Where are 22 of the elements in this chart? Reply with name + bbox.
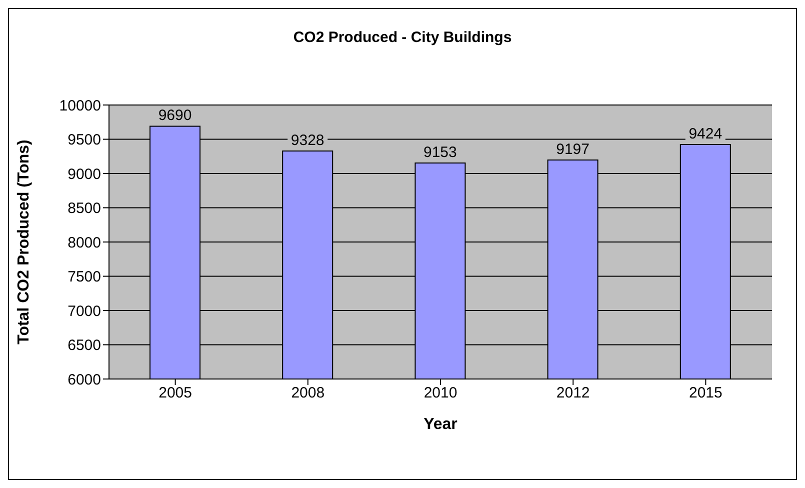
- x-tick-label: 2005: [158, 384, 192, 402]
- x-axis-title: Year: [424, 416, 458, 433]
- y-tick-label: 9500: [68, 132, 101, 149]
- chart-title: CO2 Produced - City Buildings: [292, 29, 513, 46]
- data-label: 9424: [688, 125, 722, 142]
- x-tick-label: 2010: [424, 384, 458, 402]
- y-tick-label: 9000: [68, 166, 101, 183]
- data-label: 9153: [424, 144, 457, 162]
- y-tick-label: 7000: [68, 302, 101, 320]
- y-axis-title: Total CO2 Produced (Tons): [16, 140, 33, 344]
- x-tick-label: 2015: [689, 384, 722, 402]
- x-tick-label: 2012: [556, 384, 590, 402]
- x-tick-label: 2008: [291, 384, 325, 402]
- y-tick-label: 8000: [68, 234, 101, 252]
- y-tick-label: 8500: [68, 200, 101, 218]
- y-tick-label: 7500: [68, 268, 101, 286]
- data-label: 9197: [556, 141, 590, 158]
- y-tick-label: 6500: [68, 337, 101, 354]
- data-label: 9690: [158, 107, 192, 124]
- y-tick-label: 10000: [59, 97, 101, 114]
- data-label: 9328: [290, 132, 324, 150]
- y-tick-label: 6000: [68, 371, 101, 388]
